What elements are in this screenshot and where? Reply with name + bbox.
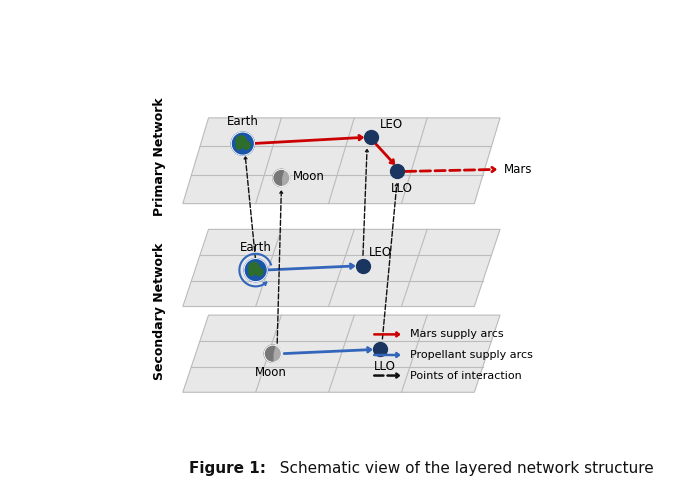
Circle shape (248, 263, 259, 273)
Circle shape (248, 270, 255, 276)
Text: Points of interaction: Points of interaction (410, 370, 522, 381)
Text: Propellant supply arcs: Propellant supply arcs (410, 350, 533, 360)
Point (374, 346, 386, 353)
Text: Mars: Mars (504, 163, 533, 176)
Polygon shape (183, 315, 500, 392)
Point (366, 133, 377, 141)
Text: Earth: Earth (239, 241, 272, 254)
Circle shape (256, 268, 263, 276)
Text: Moon: Moon (255, 366, 286, 379)
Text: Earth: Earth (227, 115, 259, 128)
Circle shape (244, 259, 267, 282)
Circle shape (242, 142, 250, 149)
Wedge shape (273, 169, 284, 186)
Circle shape (265, 345, 281, 362)
Polygon shape (183, 229, 500, 306)
Text: LLO: LLO (374, 360, 396, 373)
Text: LEO: LEO (380, 118, 403, 131)
Point (391, 167, 402, 175)
Text: Secondary Network: Secondary Network (153, 242, 166, 380)
Point (357, 262, 368, 270)
Text: Figure 1:: Figure 1: (189, 461, 266, 476)
Wedge shape (265, 345, 275, 362)
Circle shape (231, 132, 254, 155)
Text: Schematic view of the layered network structure: Schematic view of the layered network st… (270, 461, 653, 476)
Text: Primary Network: Primary Network (153, 97, 166, 216)
Text: Moon: Moon (293, 170, 325, 183)
Circle shape (273, 169, 290, 186)
Polygon shape (183, 118, 500, 203)
Circle shape (236, 136, 246, 146)
Text: LEO: LEO (370, 246, 393, 259)
Circle shape (236, 143, 242, 149)
Text: LLO: LLO (391, 182, 413, 195)
Text: Mars supply arcs: Mars supply arcs (410, 329, 503, 339)
